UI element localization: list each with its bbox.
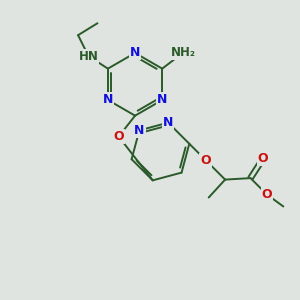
- Text: N: N: [157, 94, 167, 106]
- Text: N: N: [163, 116, 173, 129]
- Text: O: O: [258, 152, 268, 165]
- Text: O: O: [200, 154, 211, 167]
- Text: N: N: [134, 124, 145, 137]
- Text: O: O: [113, 130, 124, 143]
- Text: N: N: [103, 94, 113, 106]
- Text: O: O: [262, 188, 272, 201]
- Text: HN: HN: [79, 50, 98, 63]
- Text: NH₂: NH₂: [171, 46, 196, 59]
- Text: N: N: [130, 46, 140, 59]
